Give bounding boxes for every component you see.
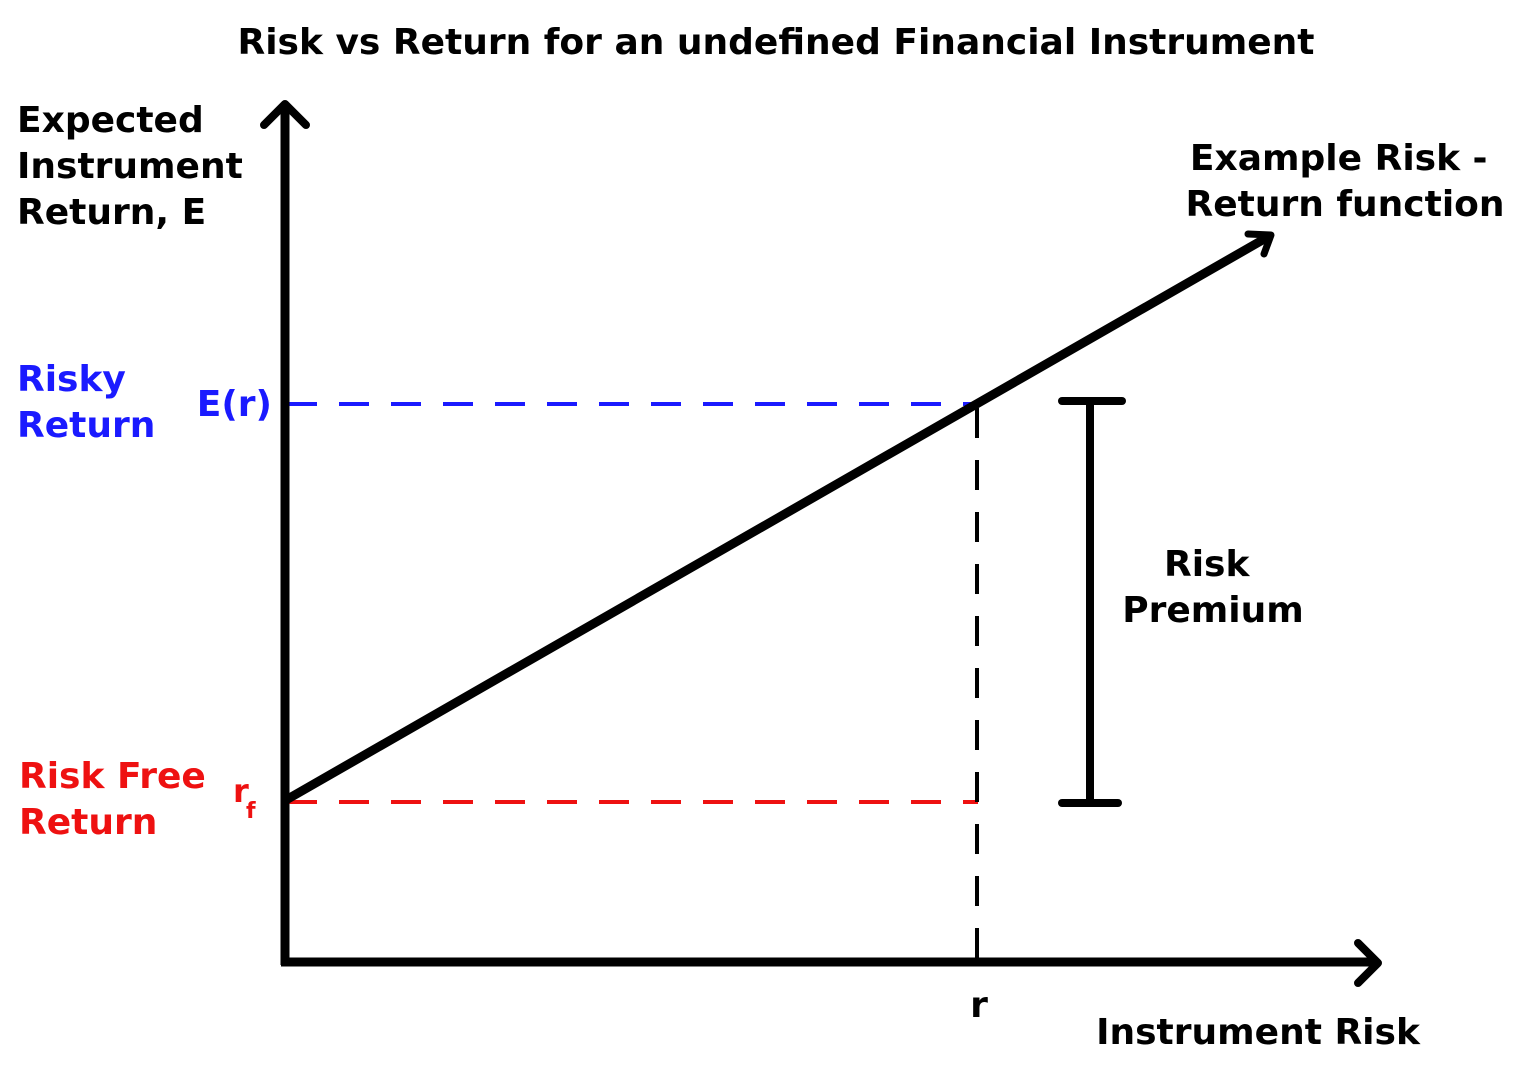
risk-premium-label: Risk Premium	[1122, 544, 1304, 631]
risky-return-symbol: E(r)	[197, 384, 272, 425]
x-tick-label-r: r	[970, 985, 988, 1026]
risky-return-label: Risky Return	[17, 359, 155, 446]
x-axis-arrowhead	[1354, 939, 1382, 987]
function-label: Example Risk - Return function	[1185, 138, 1504, 225]
y-axis-arrowhead	[260, 100, 310, 129]
function-label-line-2: Return function	[1185, 184, 1504, 225]
risk-premium-label-line-2: Premium	[1122, 590, 1304, 631]
y-axis-label-line-3: Return, E	[17, 192, 206, 233]
risky-return-label-line-1: Risky	[17, 359, 126, 400]
y-axis-label: Expected Instrument Return, E	[17, 100, 255, 233]
risk-free-symbol: r	[233, 772, 249, 810]
risk-return-function-line	[281, 233, 1271, 805]
risk-free-label-line-1: Risk Free	[19, 756, 206, 797]
risk-premium-label-line-1: Risk	[1164, 544, 1250, 585]
function-label-line-1: Example Risk -	[1190, 138, 1488, 179]
x-axis-label: Instrument Risk	[1096, 1012, 1421, 1053]
risky-return-label-line-2: Return	[17, 405, 155, 446]
risk-free-label: Risk Free Return	[19, 756, 218, 843]
y-axis-label-line-2: Instrument	[17, 146, 243, 187]
y-axis-label-line-1: Expected	[17, 100, 204, 141]
function-arrowhead	[1244, 230, 1275, 258]
diagram-title: Risk vs Return for an undefined Financia…	[237, 22, 1314, 63]
risk-free-subscript: f	[246, 799, 256, 824]
risk-free-label-line-2: Return	[19, 802, 157, 843]
